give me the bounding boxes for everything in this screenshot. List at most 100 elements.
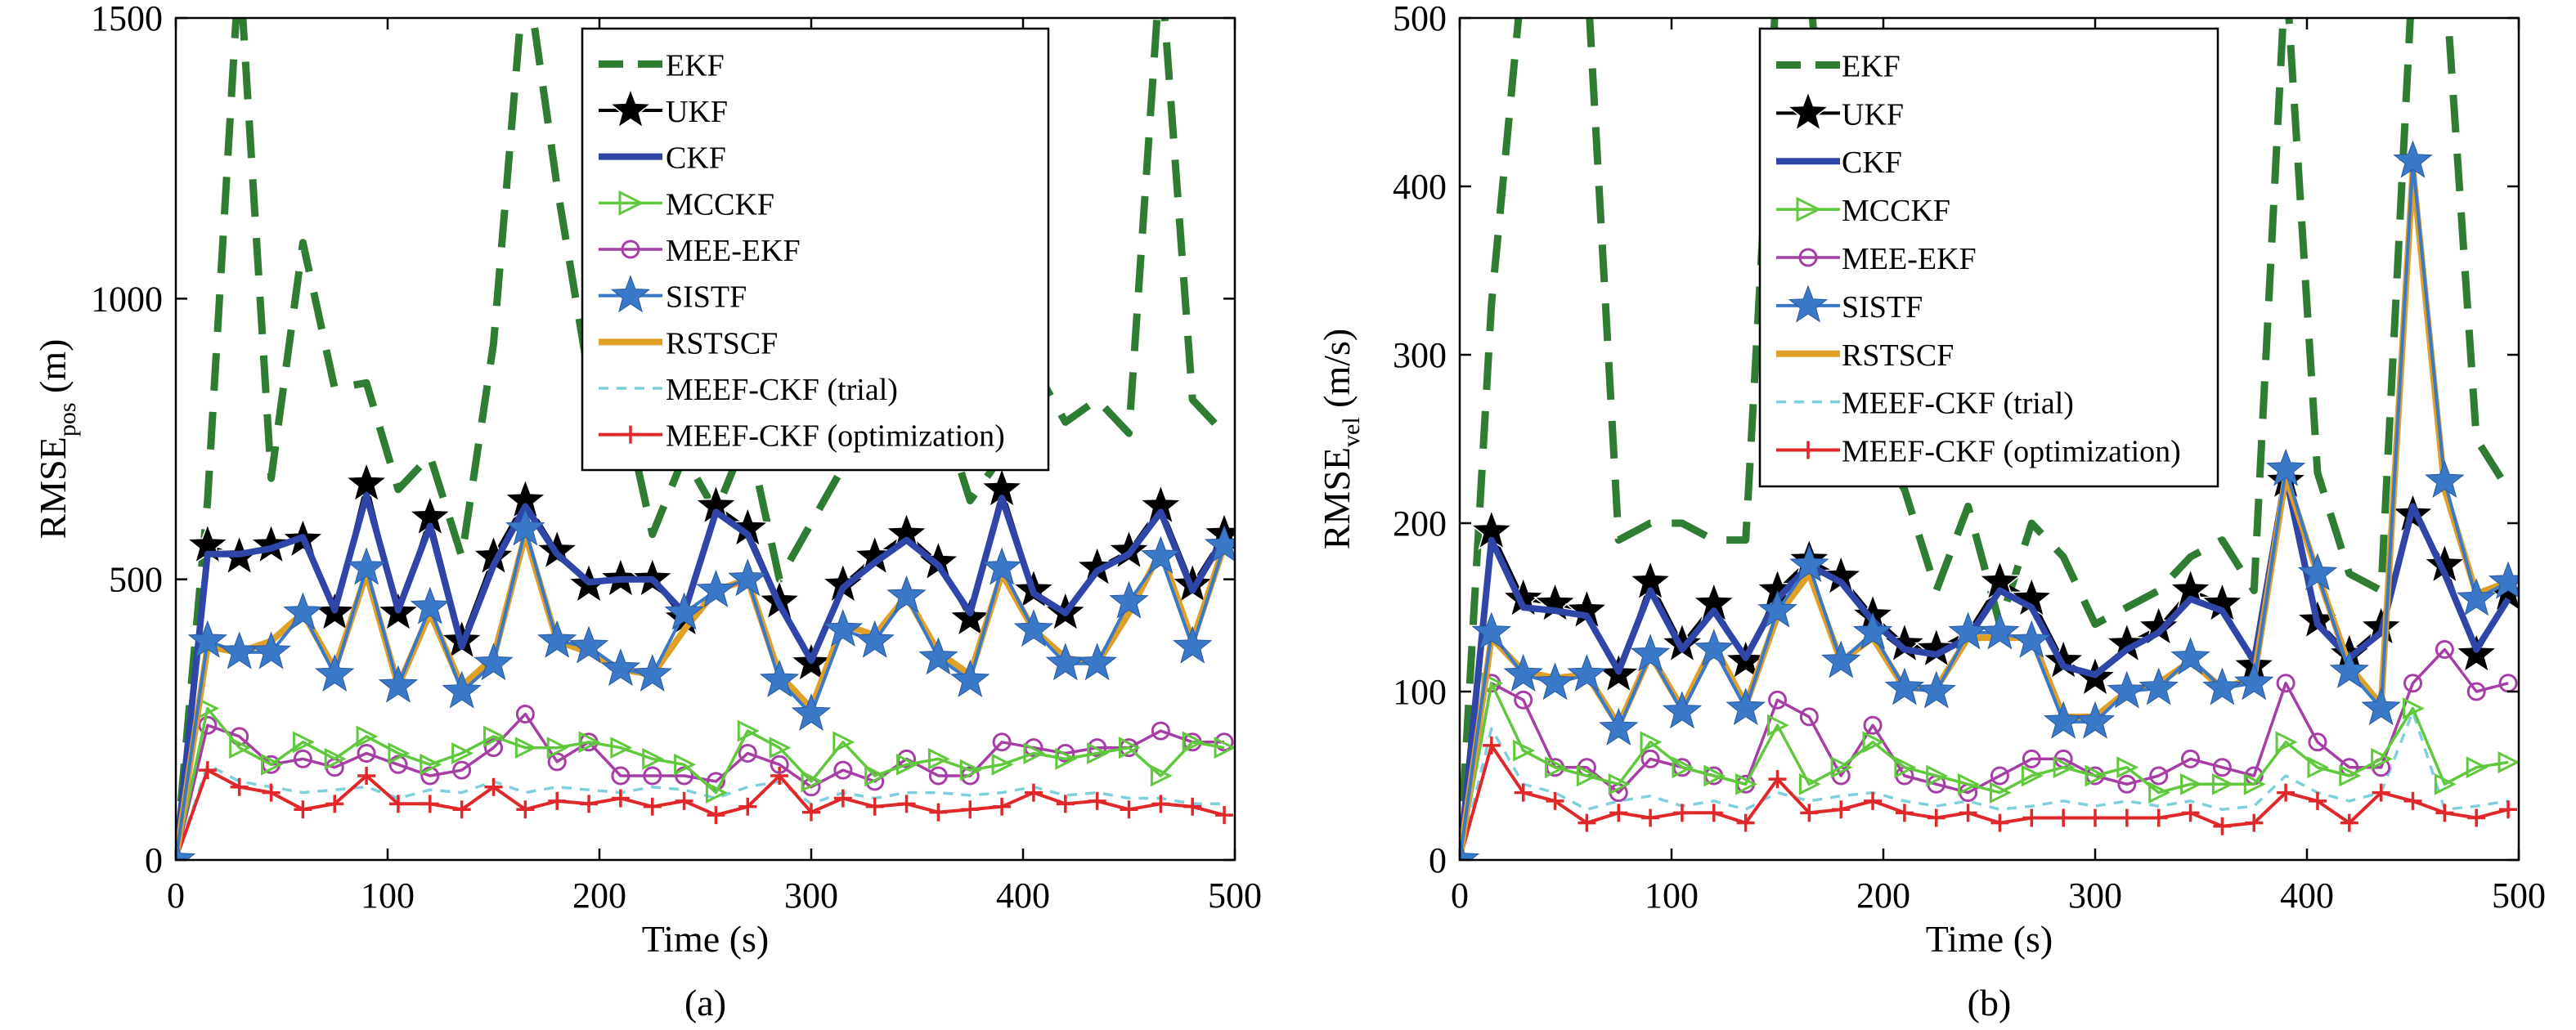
data-point: [484, 777, 503, 796]
data-point: [1513, 739, 1536, 762]
data-point: [1471, 611, 1512, 650]
data-point: [580, 795, 599, 813]
data-point: [1204, 525, 1235, 563]
data-point: [1989, 781, 2012, 804]
panel-b: 0 100 200 300 400 500 0 100 200 300 400 500 Time (s)…: [1316, 0, 2546, 1023]
data-point: [832, 731, 855, 754]
data-point: [865, 797, 884, 816]
series-sistf: [1460, 140, 2519, 860]
data-point: [473, 643, 514, 681]
data-point: [548, 791, 567, 810]
data-point: [198, 761, 217, 780]
data-point: [293, 749, 312, 768]
data-point: [791, 693, 832, 732]
data-point: [2372, 783, 2390, 802]
data-point: [664, 592, 704, 630]
x-tick-label: 500: [1208, 876, 1262, 916]
data-point: [1514, 783, 1533, 802]
series-mee-ekf: [176, 704, 1234, 860]
data-point: [1151, 795, 1170, 813]
data-point: [916, 539, 961, 581]
data-point: [2297, 553, 2338, 591]
x-tick-label: 200: [1856, 876, 1910, 916]
data-point: [420, 766, 440, 786]
data-point: [737, 719, 760, 742]
data-point: [546, 737, 569, 759]
data-point: [1641, 808, 1660, 827]
data-point: [420, 753, 442, 776]
data-point: [769, 737, 792, 759]
data-point: [1024, 783, 1043, 802]
data-point: [1884, 667, 1925, 705]
legend-item: EKF: [1776, 49, 1901, 83]
data-point: [1662, 691, 1703, 729]
data-point: [2043, 701, 2084, 739]
y-tick-label: 200: [1393, 504, 1447, 544]
data-point: [315, 653, 355, 692]
data-point: [738, 744, 757, 764]
legend-label: MEEF-CKF (optimization): [1842, 435, 2181, 469]
legend: EKF UKF CKF MCCKF MEE-EKF SISTF RSTSCF MEEF-CKF…: [581, 27, 1050, 472]
legend-item: SISTF: [599, 275, 747, 315]
series-line: [1460, 472, 2511, 860]
x-tick-label: 100: [361, 876, 415, 916]
data-point: [2308, 732, 2327, 752]
data-point: [2243, 772, 2266, 795]
data-point: [2467, 808, 2486, 827]
data-point: [1141, 535, 1181, 574]
data-point: [897, 795, 916, 813]
data-point: [230, 777, 249, 796]
data-point: [2488, 561, 2519, 599]
legend-item: MEEF-CKF (trial): [1776, 387, 2074, 421]
data-point: [1704, 804, 1723, 822]
data-point: [283, 592, 323, 630]
legend-item: MEEF-CKF (trial): [599, 373, 898, 407]
legend-label: RSTSCF: [666, 326, 778, 360]
data-point: [1894, 756, 1917, 779]
data-point: [1767, 714, 1789, 737]
data-point: [864, 764, 887, 787]
legend-label: RSTSCF: [1842, 338, 1954, 373]
data-point: [1864, 791, 1883, 810]
x-tick-label: 100: [1645, 876, 1699, 916]
x-tick-label: 500: [2492, 876, 2546, 916]
data-point: [1990, 813, 2009, 832]
plot-area: [1460, 18, 2519, 860]
x-tick-label: 300: [2068, 876, 2122, 916]
data-point: [1119, 737, 1141, 759]
series-line: [176, 526, 1226, 860]
data-point: [610, 737, 633, 759]
data-point: [1567, 653, 1607, 692]
x-tick-label: 0: [1451, 876, 1469, 916]
data-point: [770, 767, 789, 785]
x-tick-label: 400: [2280, 876, 2334, 916]
data-point: [1990, 766, 2009, 786]
data-point: [833, 760, 853, 780]
y-axis-label: RMSEvel (m/s): [1316, 329, 1365, 550]
data-point: [1087, 742, 1110, 764]
data-point: [1694, 629, 1734, 667]
data-point: [821, 562, 865, 604]
series-ckf: [1460, 472, 2511, 860]
data-point: [1215, 806, 1234, 825]
data-point: [675, 766, 694, 786]
data-point: [1535, 662, 1575, 701]
data-point: [2212, 758, 2232, 777]
data-point: [515, 704, 535, 723]
data-point: [1768, 770, 1787, 789]
legend-label: MEEF-CKF (optimization): [666, 419, 1005, 454]
data-point: [2022, 808, 2041, 827]
legend-label: EKF: [1842, 49, 1901, 83]
data-point: [1173, 625, 1213, 664]
data-point: [2138, 667, 2179, 705]
data-point: [2116, 756, 2139, 779]
series-ckf: [176, 491, 1227, 860]
data-point: [187, 620, 228, 658]
legend-item: SISTF: [1776, 284, 1923, 325]
legend-item: UKF: [1776, 90, 1904, 132]
data-point: [2497, 751, 2519, 773]
data-point: [2041, 638, 2085, 680]
data-point: [928, 766, 948, 786]
data-point: [1214, 737, 1235, 759]
